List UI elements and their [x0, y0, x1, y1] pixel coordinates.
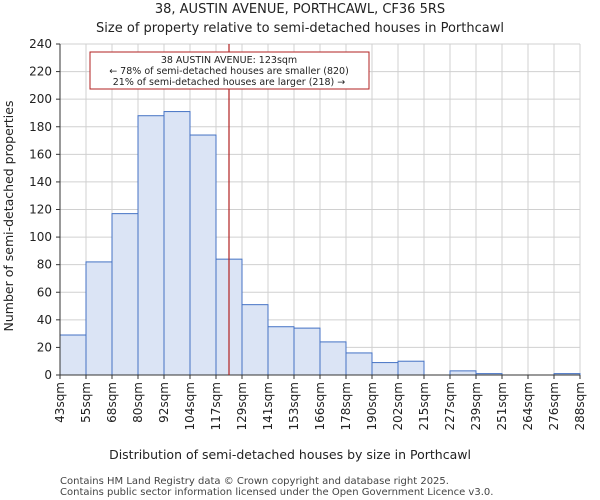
x-tick-label: 215sqm [417, 382, 431, 430]
histogram-bar [189, 134, 217, 376]
histogram-bar [85, 261, 113, 376]
y-tick-label: 200 [29, 92, 52, 106]
histogram-bar [397, 360, 425, 376]
x-tick-label: 288sqm [573, 382, 587, 430]
histogram-bar [293, 327, 321, 376]
x-tick-label: 190sqm [365, 382, 379, 430]
annotation-border [89, 51, 370, 90]
y-tick-label: 100 [29, 230, 52, 244]
x-tick-label: 178sqm [339, 382, 353, 430]
y-tick-label: 120 [29, 203, 52, 217]
x-axis-title: Distribution of semi-detached houses by … [109, 447, 471, 462]
y-tick-label: 180 [29, 120, 52, 134]
histogram-bar [137, 115, 165, 376]
x-tick-label: 92sqm [157, 382, 171, 423]
histogram-bar [449, 370, 477, 376]
bars-layer [59, 111, 581, 376]
y-tick-label: 220 [29, 65, 52, 79]
x-tick-label: 276sqm [547, 382, 561, 430]
histogram-bar [345, 352, 373, 376]
histogram-bar [319, 341, 347, 376]
y-tick-label: 140 [29, 175, 52, 189]
histogram-bar [163, 111, 191, 376]
x-tick-label: 104sqm [183, 382, 197, 430]
x-tick-label: 43sqm [53, 382, 67, 423]
histogram-bar [267, 326, 295, 376]
y-tick-label: 240 [29, 37, 52, 51]
x-tick-label: 153sqm [287, 382, 301, 430]
histogram-bar [371, 362, 399, 376]
annotation-line-3: 21% of semi-detached houses are larger (… [113, 77, 346, 88]
x-tick-label: 239sqm [469, 382, 483, 430]
y-tick-label: 0 [44, 368, 52, 382]
y-tick-label: 20 [37, 340, 52, 354]
x-tick-label: 129sqm [235, 382, 249, 430]
y-tick-label: 80 [37, 258, 52, 272]
axes-layer: 0 20 40 60 80 100 120 140 160 180 200 220 240 43sqm 55… [29, 37, 587, 430]
x-tick-label: 264sqm [521, 382, 535, 430]
footer-line-1: Contains HM Land Registry data © Crown c… [60, 476, 449, 487]
histogram-bar [111, 213, 139, 376]
annotation-line-2: ← 78% of semi-detached houses are smalle… [109, 66, 349, 77]
x-tick-label: 166sqm [313, 382, 327, 430]
annotation-box: 38 AUSTIN AVENUE: 123sqm ← 78% of semi-d… [89, 51, 370, 90]
histogram-bar [241, 304, 269, 376]
chart-title: 38, AUSTIN AVENUE, PORTHCAWL, CF36 5RS [155, 2, 445, 17]
x-tick-label: 227sqm [443, 382, 457, 430]
x-tick-label: 202sqm [391, 382, 405, 430]
annotation-line-1: 38 AUSTIN AVENUE: 123sqm [161, 55, 297, 66]
x-tick-label: 141sqm [261, 382, 275, 430]
chart-subtitle: Size of property relative to semi-detach… [96, 21, 504, 36]
x-tick-label: 55sqm [79, 382, 93, 423]
y-axis-title: Number of semi-detached properties [1, 101, 16, 332]
x-tick-label: 68sqm [105, 382, 119, 423]
y-tick-label: 160 [29, 147, 52, 161]
x-tick-label: 117sqm [209, 382, 223, 430]
y-tick-label: 40 [37, 313, 52, 327]
y-tick-label: 60 [37, 285, 52, 299]
x-tick-label: 80sqm [131, 382, 145, 423]
footer-line-2: Contains public sector information licen… [60, 487, 493, 498]
x-tick-label: 251sqm [495, 382, 509, 430]
histogram-bar [59, 334, 87, 376]
